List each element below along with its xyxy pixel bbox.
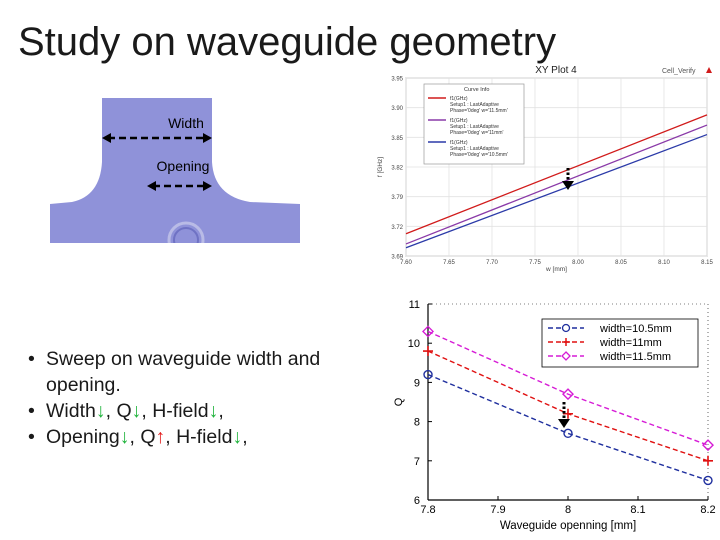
bullet-text: Width (46, 400, 96, 422)
bullet-list: Sweep on waveguide width and opening.Wid… (22, 346, 367, 450)
xy-plot-corner-label: Cell_Verify (662, 68, 696, 75)
data-point-plus (703, 455, 713, 466)
legend-series-name: width=11.5mm (599, 351, 671, 363)
bullet-text: , H-field (165, 426, 233, 448)
xy-plot-title: XY Plot 4 (535, 65, 577, 76)
y-tick-label: 3.85 (391, 136, 403, 142)
x-tick-label: 8.10 (658, 260, 670, 266)
bullet-item: Opening↓, Q↑, H-field↓, (22, 424, 367, 450)
bullet-text: Opening (46, 426, 120, 448)
bullet-text: , Q (105, 400, 132, 422)
width-arrowhead-left (102, 133, 111, 143)
legend-series-name: width=10.5mm (599, 323, 672, 335)
data-point-diamond (562, 388, 574, 401)
y-tick-label: 3.90 (391, 106, 403, 112)
cavity-ring-inner (173, 227, 199, 243)
width-label: Width (168, 115, 204, 131)
series-line (427, 350, 709, 462)
y-tick-label: 3.82 (391, 166, 403, 172)
x-tick-label: 7.75 (529, 260, 541, 266)
x-tick-label: 7.9 (490, 504, 505, 516)
bullet-item: Width↓, Q↓, H-field↓, (22, 398, 367, 424)
x-tick-label: 8 (565, 504, 571, 516)
arrow-down-icon: ↓ (95, 400, 106, 422)
bullet-text: , (218, 400, 224, 422)
y-tick-label: 3.79 (391, 195, 403, 201)
x-tick-label: 8.1 (630, 504, 645, 516)
legend-marker-diamond (561, 351, 571, 361)
data-point-diamond (422, 325, 434, 338)
frequency-shift-arrowhead (562, 181, 574, 190)
bullet-text: Sweep on waveguide width and opening. (46, 348, 321, 396)
y-axis-label: Q (393, 397, 405, 406)
arrow-down-icon: ↓ (208, 400, 219, 422)
opening-label: Opening (157, 158, 210, 174)
bullet-text: , Q (129, 426, 156, 448)
x-tick-label: 7.8 (420, 504, 435, 516)
arrow-up-icon: ↑ (155, 426, 166, 448)
y-tick-label: 9 (414, 377, 420, 389)
y-tick-label: 3.72 (391, 225, 403, 231)
data-point-plus (423, 346, 433, 357)
legend-entry-setup: Setup1 : LastAdaptive (450, 102, 499, 108)
legend-entry-name: f1(GHz) (450, 140, 468, 146)
slide-title: Study on waveguide geometry (18, 20, 557, 64)
legend-entry-name: f1(GHz) (450, 118, 468, 124)
q-vs-opening-chart: 6 7 8 9 10 11 7.8 7.9 8 8.1 8.2 Waveguide openning … (393, 299, 716, 532)
legend-entry-params: Phase='0deg' w='11.5mm' (450, 108, 508, 114)
width-arrowhead-right (203, 133, 212, 143)
x-tick-label: 8.00 (572, 260, 584, 266)
bullet-text: , H-field (141, 400, 209, 422)
x-axis-label: Waveguide openning [mm] (500, 520, 636, 532)
legend-entry-setup: Setup1 : LastAdaptive (450, 124, 499, 130)
y-tick-label: 7 (414, 456, 420, 468)
legend-series-name: width=11mm (599, 337, 662, 349)
x-tick-label: 7.60 (400, 260, 412, 266)
y-tick-label: 3.69 (391, 255, 403, 261)
x-axis-label: w [mm] (545, 266, 567, 273)
frequency-curve (405, 133, 708, 249)
legend-header: Curve Info (464, 87, 489, 93)
x-tick-label: 7.70 (486, 260, 498, 266)
x-tick-label: 8.15 (701, 260, 713, 266)
data-point-circle (423, 369, 433, 380)
y-tick-label: 8 (414, 417, 420, 429)
series-line (427, 373, 709, 482)
y-tick-label: 3.95 (391, 77, 403, 83)
frequency-curve (405, 114, 708, 235)
frequency-curve (405, 124, 708, 245)
bullet-item: Sweep on waveguide width and opening. (22, 346, 367, 398)
arrow-down-icon: ↓ (232, 426, 243, 448)
data-point-circle (703, 475, 713, 486)
legend-marker-plus (562, 338, 570, 346)
waveguide-geometry-figure: Width Opening (50, 98, 300, 243)
legend-entry-setup: Setup1 : LastAdaptive (450, 146, 499, 152)
arrow-down-icon: ↓ (131, 400, 142, 422)
cavity-ring (167, 221, 205, 243)
x-tick-label: 8.05 (615, 260, 627, 266)
q-shift-arrowhead (558, 419, 570, 428)
arrow-down-icon: ↓ (119, 426, 130, 448)
bullet-text: , (242, 426, 248, 448)
data-point-circle (563, 428, 573, 439)
legend-entry-params: Phase='0deg' w='10.5mm' (450, 152, 508, 158)
opening-arrowhead-right (203, 181, 212, 191)
x-tick-label: 8.2 (700, 504, 715, 516)
marker-triangle-icon (706, 67, 712, 73)
y-tick-label: 6 (414, 495, 420, 507)
y-axis-label: f [GHz] (377, 157, 384, 177)
y-tick-label: 10 (408, 338, 420, 350)
x-tick-label: 7.65 (443, 260, 455, 266)
waveguide-shape (50, 98, 300, 243)
legend-entry-params: Phase='0deg' w='11mm' (450, 130, 504, 136)
legend-entry-name: f1(GHz) (450, 96, 468, 102)
data-point-diamond (702, 439, 714, 452)
y-tick-label: 11 (409, 299, 420, 311)
data-point-plus (563, 408, 573, 419)
series-line (427, 330, 709, 446)
opening-arrowhead-left (147, 181, 156, 191)
legend-marker-circle (561, 323, 571, 333)
xy-plot-4: XY Plot 4 Cell_Verify 3.95 3.90 3.85 3.82 3.… (372, 64, 720, 276)
